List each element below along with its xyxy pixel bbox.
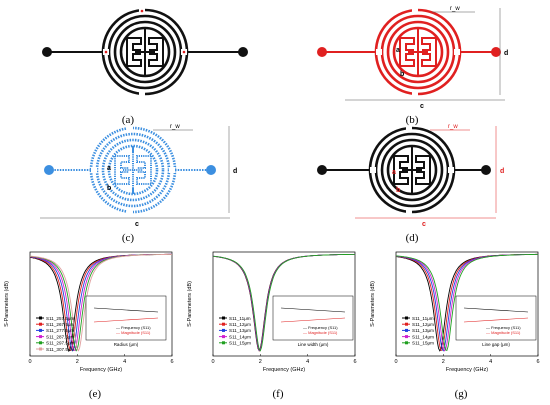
y-axis-label: S-Parameters (dB) — [4, 281, 10, 327]
center-meander — [393, 146, 431, 194]
dim-label-d-b: b — [396, 187, 400, 194]
s11-chart-g: 0 2 4 6 S-Parameters (dB) Frequency (GHz) — Fr… — [370, 251, 540, 373]
x-axis-label: Frequency (GHz) — [263, 367, 305, 373]
caption-b: (b) — [405, 114, 419, 126]
x-tick-label: 4 — [489, 359, 492, 365]
dim-label-c-c: c — [135, 221, 139, 228]
resonator-figure-c: r_w d c a b — [40, 124, 237, 228]
x-tick-label: 6 — [353, 359, 356, 365]
series-line-6 — [29, 253, 172, 352]
legend-entry: S11_11μm — [412, 316, 434, 321]
port-left — [317, 165, 327, 175]
resonator-a-drawing — [42, 8, 248, 96]
dim-label-d-d: d — [500, 168, 504, 175]
port-right — [491, 47, 501, 57]
inset-plot — [272, 295, 354, 341]
ring — [113, 20, 177, 84]
legend-entry: S11_13μm — [412, 328, 434, 333]
legend-entry: S11_13μm — [229, 328, 251, 333]
y-axis-label: S-Parameters (dB) — [187, 281, 193, 327]
inset-plot — [455, 295, 537, 341]
legend-entry: S11_307.5μm — [46, 347, 75, 352]
legend-entry: S11_14μm — [229, 334, 251, 339]
port-right — [238, 47, 248, 57]
legend-entry: S11_257.5μm — [46, 316, 75, 321]
resonator-figure-b: r_w d c a b — [317, 6, 508, 110]
resonator-d-drawing — [317, 126, 491, 214]
inset-legend-frequency: — Frequency (S11) — [116, 325, 151, 330]
resonator-figure-a — [42, 8, 248, 96]
x-tick-label: 2 — [76, 359, 79, 365]
x-tick-label: 4 — [306, 359, 309, 365]
resonator-b-drawing — [317, 8, 501, 96]
x-axis-label: Frequency (GHz) — [446, 367, 488, 373]
center-meander — [114, 146, 152, 194]
x-axis-label: Frequency (GHz) — [80, 367, 122, 373]
s11-chart-e: 0 2 4 6 S-Parameters (dB) Frequency (GHz) — Fr… — [4, 251, 174, 373]
dim-label-b-c: c — [420, 103, 424, 110]
legend-entry: S11_11μm — [229, 316, 251, 321]
ring — [101, 138, 165, 202]
inset-legend-frequency: — Frequency (S11) — [486, 325, 521, 330]
dim-label-c-a: a — [107, 165, 111, 172]
inset-x-label: Line width (μm) — [298, 342, 329, 347]
caption-c: (c) — [121, 232, 135, 244]
port-right — [206, 165, 216, 175]
legend-entry: S11_15μm — [412, 341, 434, 346]
y-axis-label: S-Parameters (dB) — [370, 281, 376, 327]
dim-label-d-a: a — [392, 169, 396, 176]
x-tick-label: 0 — [211, 359, 214, 365]
inset-x-label: Radius (μm) — [114, 342, 139, 347]
legend-entry: S11_267.5μm — [46, 322, 75, 327]
inset-legend-magnitude: — Magnitude (S11) — [303, 330, 338, 335]
resonator-c-drawing — [44, 126, 216, 214]
legend-entry: S11_277.5μm — [46, 328, 75, 333]
legend-entry: S11_15μm — [229, 341, 251, 346]
center-meander — [399, 28, 437, 76]
x-tick-label: 2 — [442, 359, 445, 365]
legend-entry: S11_297.5μm — [46, 341, 75, 346]
legend-entry: S11_12μm — [412, 322, 434, 327]
center-meander — [126, 28, 164, 76]
port-left — [42, 47, 52, 57]
inset-legend-magnitude: — Magnitude (S11) — [486, 330, 521, 335]
ring — [380, 138, 444, 202]
caption-f: (f) — [272, 388, 284, 400]
port-left — [44, 165, 54, 175]
port-left — [317, 47, 327, 57]
x-tick-label: 4 — [123, 359, 126, 365]
dim-label-d-rw: r_w — [448, 124, 458, 130]
inset-legend-frequency: — Frequency (S11) — [303, 325, 338, 330]
ring — [386, 20, 450, 84]
ring — [107, 144, 159, 196]
inset-x-label: Line gap (μm) — [482, 342, 510, 347]
x-tick-label: 0 — [28, 359, 31, 365]
dim-label-b-b: b — [400, 71, 404, 78]
dim-label-c-d: d — [233, 168, 237, 175]
dim-label-d-c: c — [422, 221, 426, 228]
caption-g: (g) — [454, 388, 468, 400]
dim-label-b-a: a — [396, 47, 400, 54]
dim-label-b-d: d — [504, 50, 508, 57]
x-tick-label: 2 — [259, 359, 262, 365]
inset-plot — [85, 295, 167, 341]
series-line-5 — [212, 253, 356, 352]
legend-entry: S11_12μm — [229, 322, 251, 327]
series-line-5 — [395, 253, 538, 351]
s11-chart-f: 0 2 4 6 S-Parameters (dB) Frequency (GHz) — Fr… — [187, 251, 357, 373]
caption-a: (a) — [121, 114, 135, 126]
port-right — [481, 165, 491, 175]
caption-e: (e) — [88, 388, 102, 400]
legend-entry: S11_14μm — [412, 334, 434, 339]
dim-label-c-b: b — [107, 185, 111, 192]
x-tick-label: 0 — [394, 359, 397, 365]
dim-label-b-rw: r_w — [450, 6, 460, 12]
caption-d: (d) — [405, 232, 419, 244]
resonator-figure-d: r_w d c a b — [317, 124, 504, 228]
legend-entry: S11_287.5μm — [46, 334, 75, 339]
dim-label-c-rw: r_w — [170, 124, 180, 130]
x-tick-label: 6 — [536, 359, 539, 365]
inset-legend-magnitude: — Magnitude (S11) — [116, 330, 151, 335]
x-tick-label: 6 — [170, 359, 173, 365]
